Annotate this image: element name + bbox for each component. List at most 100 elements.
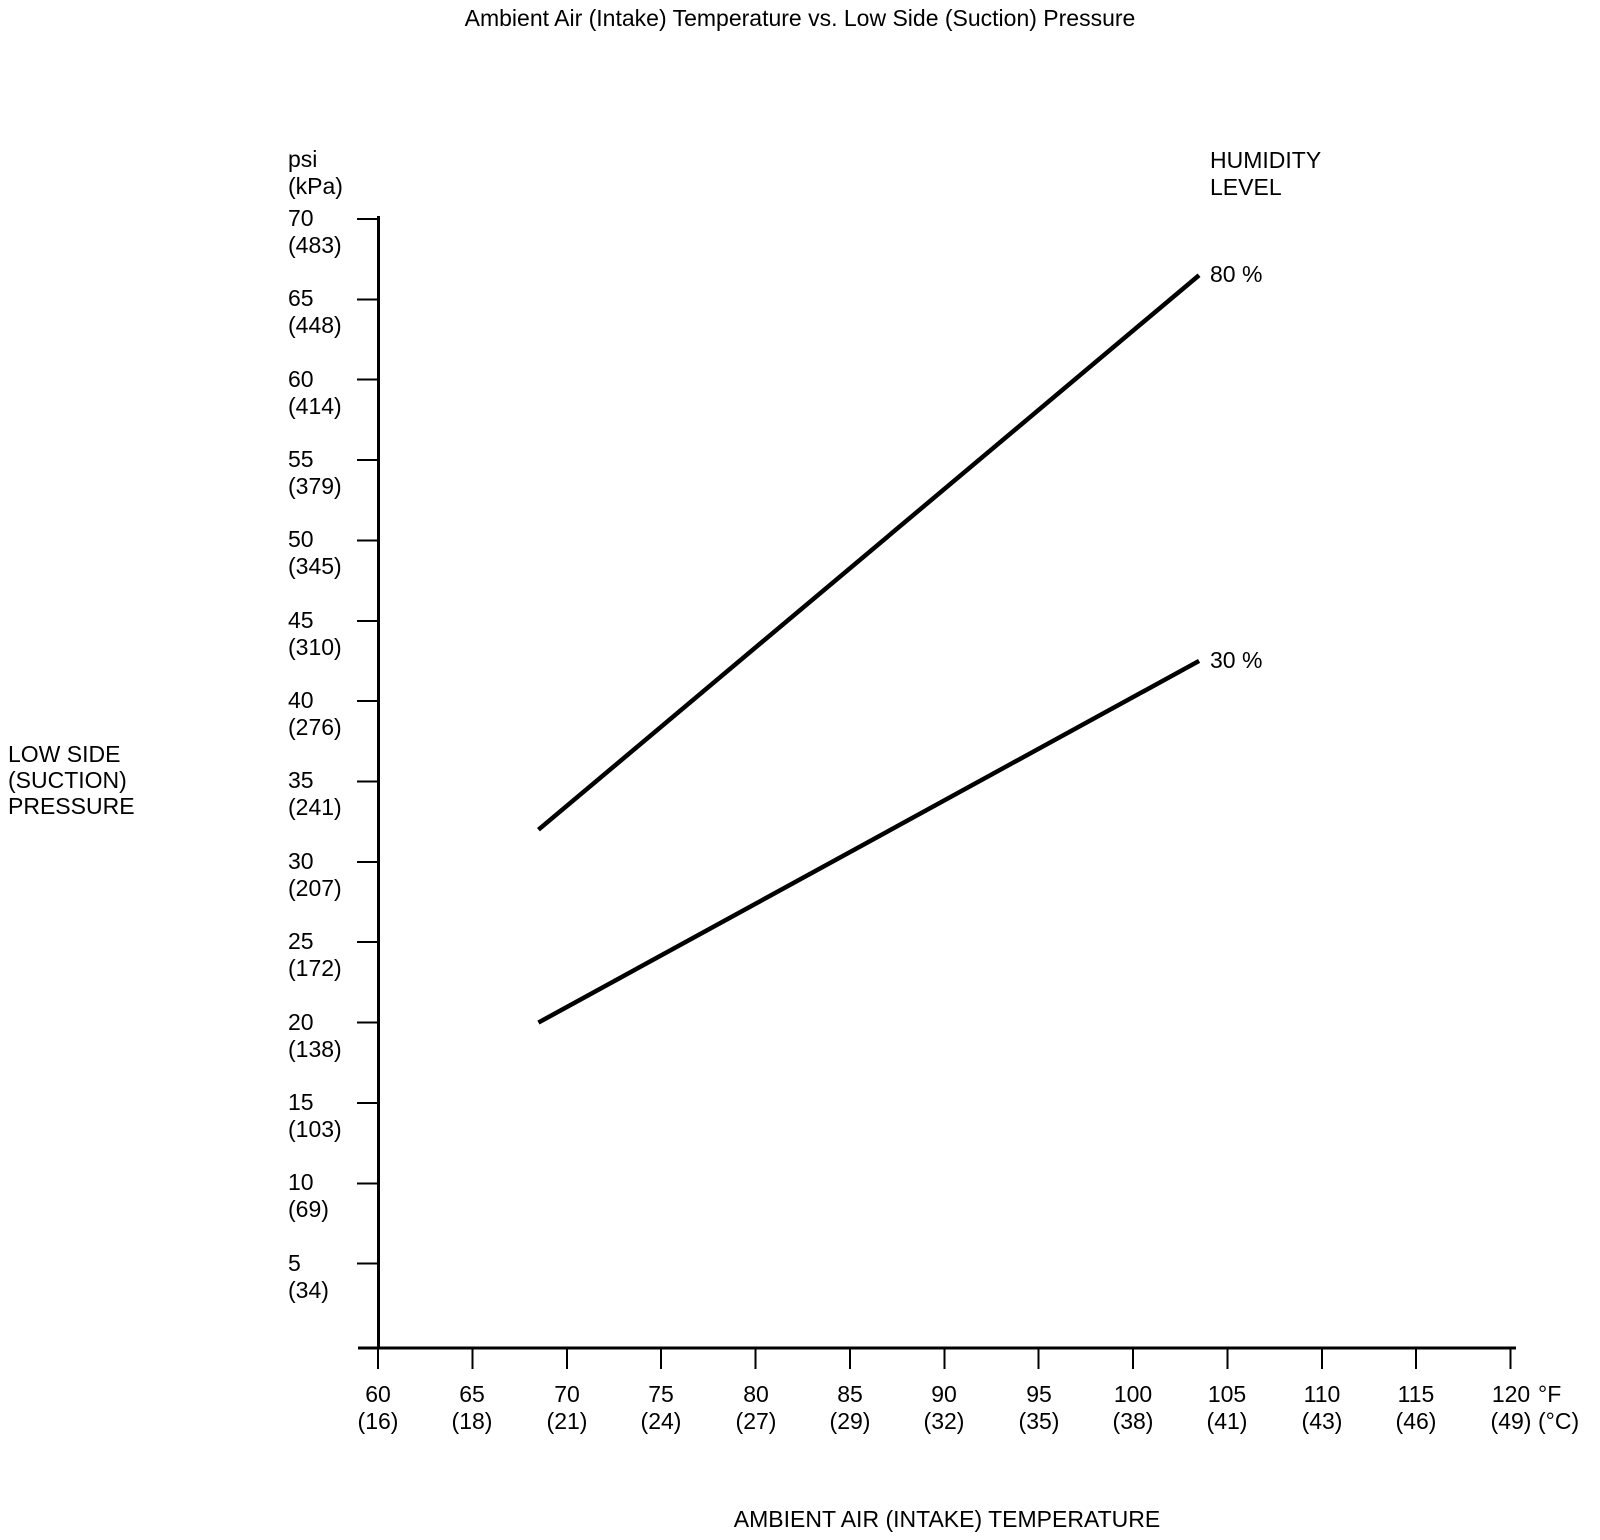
y-tick-label-line: (103)	[288, 1116, 342, 1142]
x-tick-label: 105 (41)	[1182, 1381, 1272, 1435]
x-tick-label-line: 120	[1491, 1381, 1531, 1407]
x-tick-label-line: 105	[1207, 1381, 1247, 1407]
x-tick-label-line: 110	[1303, 1381, 1341, 1407]
series-label-30-line: 30 %	[1210, 647, 1263, 673]
x-tick-label-line: (35)	[1018, 1408, 1060, 1434]
y-tick-label-line: (379)	[288, 473, 342, 499]
x-tick-label: 70 (21)	[522, 1381, 612, 1435]
x-tick-label-line: 85	[837, 1381, 863, 1407]
y-axis-title-line2: (SUCTION)	[8, 767, 127, 793]
legend-title-line2: LEVEL	[1210, 174, 1282, 200]
y-tick-label-line: 65	[288, 285, 314, 311]
y-tick-label-line: 15	[288, 1089, 314, 1115]
y-tick-label: 30 (207)	[288, 848, 383, 902]
x-tick-label-line: (49)	[1490, 1408, 1532, 1434]
chart-title: Ambient Air (Intake) Temperature vs. Low…	[464, 5, 1136, 31]
x-tick-label: 120 (49)	[1466, 1381, 1556, 1435]
y-tick-label-line: (276)	[288, 714, 342, 740]
x-tick-label-line: (16)	[357, 1408, 399, 1434]
series-label-80: 80 %	[1210, 261, 1262, 288]
y-tick-label-line: 20	[288, 1009, 314, 1035]
x-axis-unit-f: °F	[1538, 1381, 1562, 1407]
y-tick-label: 65 (448)	[288, 285, 383, 339]
x-axis-unit-c: (°C)	[1538, 1408, 1580, 1434]
y-axis-unit-psi: psi	[288, 146, 318, 172]
y-tick-label-line: 70	[288, 205, 314, 231]
x-tick-label-line: 60	[365, 1381, 391, 1407]
y-axis-unit-label: psi (kPa)	[288, 146, 343, 200]
y-tick-label-line: (310)	[288, 634, 342, 660]
y-tick-label: 35 (241)	[288, 767, 383, 821]
x-tick-label-line: (24)	[640, 1408, 682, 1434]
x-tick-label: 60 (16)	[333, 1381, 423, 1435]
x-tick-label: 80 (27)	[711, 1381, 801, 1435]
x-tick-label: 90 (32)	[899, 1381, 989, 1435]
y-tick-label: 70 (483)	[288, 205, 383, 259]
x-tick-label: 65 (18)	[427, 1381, 517, 1435]
y-tick-label-line: 10	[288, 1169, 314, 1195]
x-tick-label-line: (38)	[1112, 1408, 1154, 1434]
y-tick-label-line: (414)	[288, 393, 342, 419]
y-tick-label: 60 (414)	[288, 366, 383, 420]
y-tick-label-line: (34)	[288, 1277, 329, 1303]
y-tick-label: 55 (379)	[288, 446, 383, 500]
y-tick-label-line: (241)	[288, 794, 342, 820]
y-tick-label-line: (172)	[288, 955, 342, 981]
x-tick-label-line: (41)	[1206, 1408, 1248, 1434]
y-tick-label: 40 (276)	[288, 687, 383, 741]
x-tick-label-line: 65	[459, 1381, 485, 1407]
y-tick-label: 25 (172)	[288, 928, 383, 982]
y-tick-label-line: 5	[288, 1250, 301, 1276]
x-tick-label-line: 115	[1397, 1381, 1435, 1407]
legend-title-line1: HUMIDITY	[1210, 147, 1322, 173]
y-tick-label-line: 30	[288, 848, 314, 874]
y-tick-label-line: (69)	[288, 1196, 329, 1222]
y-tick-label-line: 40	[288, 687, 314, 713]
series-line-80	[536, 273, 1201, 832]
x-tick-label: 95 (35)	[994, 1381, 1084, 1435]
x-tick-label: 115 (46)	[1371, 1381, 1461, 1435]
y-tick-label-line: (483)	[288, 232, 342, 258]
x-tick-label-line: 95	[1026, 1381, 1052, 1407]
x-tick-label-line: (46)	[1395, 1408, 1437, 1434]
x-tick-label-line: 70	[554, 1381, 580, 1407]
y-tick-label-line: (448)	[288, 312, 342, 338]
y-axis-title: LOW SIDE (SUCTION) PRESSURE	[8, 741, 135, 819]
y-tick-label: 20 (138)	[288, 1009, 383, 1063]
series-line-30	[537, 658, 1201, 1025]
x-tick-label-line: 90	[931, 1381, 957, 1407]
x-tick-label: 75 (24)	[616, 1381, 706, 1435]
y-tick-label-line: 55	[288, 446, 314, 472]
y-axis-unit-kpa: (kPa)	[288, 173, 343, 199]
y-tick-label-line: (138)	[288, 1036, 342, 1062]
legend-title: HUMIDITY LEVEL	[1210, 147, 1321, 201]
x-tick-label-line: (32)	[923, 1408, 965, 1434]
x-tick-label-line: 80	[743, 1381, 769, 1407]
y-tick-label-line: (207)	[288, 875, 342, 901]
y-tick-label-line: 35	[288, 767, 314, 793]
x-axis-unit-label: °F (°C)	[1538, 1381, 1579, 1435]
y-tick-label: 10 (69)	[288, 1169, 383, 1223]
x-tick-label: 100 (38)	[1088, 1381, 1178, 1435]
x-tick-label-line: 75	[648, 1381, 674, 1407]
y-tick-label: 45 (310)	[288, 607, 383, 661]
y-tick-label-line: (345)	[288, 553, 342, 579]
y-tick-label: 50 (345)	[288, 526, 383, 580]
x-tick-label: 110 (43)	[1277, 1381, 1367, 1435]
series-label-80-line: 80 %	[1210, 261, 1263, 287]
y-tick-label-line: 50	[288, 526, 314, 552]
x-axis-title: AMBIENT AIR (INTAKE) TEMPERATURE	[733, 1506, 1161, 1532]
x-tick-label-line: (18)	[451, 1408, 493, 1434]
y-tick-label-line: 60	[288, 366, 314, 392]
x-tick-label-line: (27)	[735, 1408, 777, 1434]
x-tick-label: 85 (29)	[805, 1381, 895, 1435]
y-tick-label-line: 25	[288, 928, 314, 954]
y-axis-title-line1: LOW SIDE	[8, 741, 121, 767]
series-label-30: 30 %	[1210, 647, 1262, 674]
y-axis-title-line3: PRESSURE	[8, 793, 135, 819]
y-tick-label: 15 (103)	[288, 1089, 383, 1143]
x-tick-label-line: 100	[1113, 1381, 1153, 1407]
x-tick-label-line: (43)	[1301, 1408, 1343, 1434]
